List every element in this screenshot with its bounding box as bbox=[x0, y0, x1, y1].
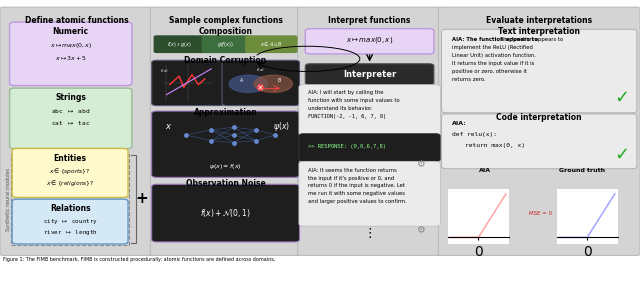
Text: city $\mapsto$ country: city $\mapsto$ country bbox=[43, 217, 97, 226]
Text: >> RESPONSE: (0,0,6,7,8): >> RESPONSE: (0,0,6,7,8) bbox=[308, 144, 386, 149]
Text: $x \in \{religions\}?$: $x \in \{religions\}?$ bbox=[46, 178, 94, 188]
Text: AIA: AIA bbox=[479, 168, 491, 173]
Text: Strings: Strings bbox=[55, 93, 86, 102]
FancyBboxPatch shape bbox=[222, 60, 300, 106]
FancyBboxPatch shape bbox=[152, 60, 225, 106]
Text: return max(0, x): return max(0, x) bbox=[465, 143, 525, 148]
Text: $x \mapsto max(0,x)$: $x \mapsto max(0,x)$ bbox=[346, 35, 393, 45]
Text: Observation Noise: Observation Noise bbox=[186, 179, 266, 188]
Text: Interpreter: Interpreter bbox=[343, 70, 396, 79]
Text: Ground truth: Ground truth bbox=[559, 168, 605, 173]
Text: MSE = 0: MSE = 0 bbox=[529, 211, 552, 216]
Text: ✓: ✓ bbox=[614, 89, 630, 106]
FancyBboxPatch shape bbox=[299, 85, 440, 136]
Text: understand its behavior.: understand its behavior. bbox=[308, 106, 372, 111]
Text: The function appears to: The function appears to bbox=[500, 37, 564, 42]
Text: ⋮: ⋮ bbox=[364, 227, 376, 241]
Text: $x \mapsto 3x + 5$: $x \mapsto 3x + 5$ bbox=[54, 54, 87, 62]
Text: Entities: Entities bbox=[54, 154, 86, 162]
Bar bbox=[11, 154, 129, 245]
Text: river $\mapsto$ length: river $\mapsto$ length bbox=[43, 228, 97, 237]
Text: ✓: ✓ bbox=[614, 146, 630, 164]
Text: $x \in \{sports\}?$: $x \in \{sports\}?$ bbox=[49, 166, 91, 177]
Text: Linear Unit) activation function.: Linear Unit) activation function. bbox=[452, 53, 536, 58]
FancyBboxPatch shape bbox=[305, 29, 434, 54]
FancyBboxPatch shape bbox=[0, 7, 154, 255]
Text: $f(x) + \mathcal{N}(0,1)$: $f(x) + \mathcal{N}(0,1)$ bbox=[200, 207, 251, 219]
FancyBboxPatch shape bbox=[12, 199, 128, 244]
Text: me run it with some negative values: me run it with some negative values bbox=[308, 191, 405, 196]
Text: $\psi(x) \approx f(x)$: $\psi(x) \approx f(x)$ bbox=[209, 162, 242, 171]
Text: function with some input values to: function with some input values to bbox=[308, 98, 399, 103]
Text: implement the ReLU (Rectified: implement the ReLU (Rectified bbox=[452, 45, 532, 50]
Text: Interpret functions: Interpret functions bbox=[328, 16, 411, 25]
Text: $x \mapsto max(0,x)$: $x \mapsto max(0,x)$ bbox=[49, 41, 92, 50]
Text: $f(x)$: $f(x)$ bbox=[257, 66, 265, 73]
FancyBboxPatch shape bbox=[299, 133, 440, 162]
FancyBboxPatch shape bbox=[152, 111, 300, 177]
FancyBboxPatch shape bbox=[154, 35, 206, 53]
FancyBboxPatch shape bbox=[10, 88, 132, 149]
FancyBboxPatch shape bbox=[152, 184, 300, 242]
Text: returns zero.: returns zero. bbox=[452, 77, 485, 82]
FancyBboxPatch shape bbox=[442, 114, 637, 169]
Text: Numeric: Numeric bbox=[52, 27, 89, 36]
FancyBboxPatch shape bbox=[305, 64, 434, 85]
Text: $f(x) \circ g(x)$: $f(x) \circ g(x)$ bbox=[168, 40, 192, 49]
Text: AIA:: AIA: bbox=[452, 121, 467, 126]
FancyBboxPatch shape bbox=[298, 7, 442, 255]
Text: It returns the input value if it is: It returns the input value if it is bbox=[452, 61, 534, 66]
Circle shape bbox=[229, 75, 268, 92]
Text: A: A bbox=[240, 78, 244, 83]
FancyBboxPatch shape bbox=[438, 7, 640, 255]
Text: positive or zero, otherwise it: positive or zero, otherwise it bbox=[452, 69, 527, 74]
Text: cat $\mapsto$ tac: cat $\mapsto$ tac bbox=[51, 119, 90, 127]
FancyBboxPatch shape bbox=[10, 22, 132, 86]
Text: Composition: Composition bbox=[198, 27, 253, 36]
Text: AIA: The function appears to: AIA: The function appears to bbox=[452, 37, 538, 42]
Text: Code interpretation: Code interpretation bbox=[497, 113, 582, 122]
Text: $g(f(x))$: $g(f(x))$ bbox=[217, 40, 234, 49]
Text: returns 0 if the input is negative. Let: returns 0 if the input is negative. Let bbox=[308, 183, 405, 188]
FancyBboxPatch shape bbox=[442, 29, 637, 113]
FancyBboxPatch shape bbox=[245, 35, 298, 53]
Text: ⚙: ⚙ bbox=[416, 225, 425, 234]
Text: AIA: I will start by calling the: AIA: I will start by calling the bbox=[308, 90, 383, 95]
Text: abc $\mapsto$ abd: abc $\mapsto$ abd bbox=[51, 107, 90, 115]
Text: Figure 1: The FIMB benchmark. FIMB is constructed procedurally: atomic functions: Figure 1: The FIMB benchmark. FIMB is co… bbox=[3, 257, 275, 262]
Text: Sample complex functions: Sample complex functions bbox=[169, 16, 282, 25]
Text: Relations: Relations bbox=[50, 204, 90, 213]
Circle shape bbox=[254, 75, 292, 92]
Text: ⚙: ⚙ bbox=[416, 159, 425, 168]
FancyBboxPatch shape bbox=[150, 7, 301, 255]
FancyBboxPatch shape bbox=[299, 161, 440, 226]
Text: def relu(x):: def relu(x): bbox=[452, 132, 497, 137]
Text: Approximation: Approximation bbox=[194, 108, 257, 117]
Text: $f(x)$: $f(x)$ bbox=[160, 67, 169, 74]
Text: FUNCTION(-2, -1, 6, 7, 8): FUNCTION(-2, -1, 6, 7, 8) bbox=[308, 114, 386, 119]
Text: Domain Corruption: Domain Corruption bbox=[184, 56, 267, 65]
Text: $\psi(x)$: $\psi(x)$ bbox=[273, 120, 290, 133]
Text: and larger positive values to confirm.: and larger positive values to confirm. bbox=[308, 199, 406, 204]
Text: Synthetic neural modules: Synthetic neural modules bbox=[6, 168, 11, 231]
Text: $x \in A \cup B$: $x \in A \cup B$ bbox=[260, 40, 283, 48]
FancyBboxPatch shape bbox=[12, 148, 128, 197]
Text: Evaluate interpretations: Evaluate interpretations bbox=[486, 16, 592, 25]
Text: Define atomic functions: Define atomic functions bbox=[25, 16, 129, 25]
Text: AIA: It seems the function returns: AIA: It seems the function returns bbox=[308, 168, 397, 173]
Text: B: B bbox=[278, 78, 282, 83]
Text: $x$: $x$ bbox=[164, 122, 172, 131]
Text: the input if it's positive or 0, and: the input if it's positive or 0, and bbox=[308, 176, 394, 181]
Text: +: + bbox=[136, 191, 148, 205]
Text: Text interpretation: Text interpretation bbox=[498, 27, 580, 36]
FancyBboxPatch shape bbox=[202, 35, 250, 53]
